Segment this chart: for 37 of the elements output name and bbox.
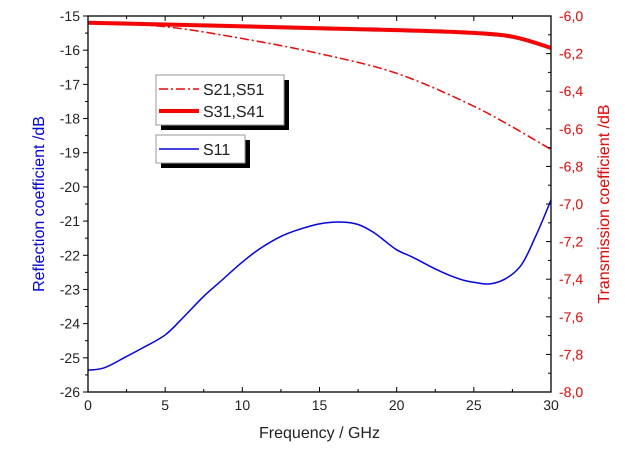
- y-tick-label: -19: [60, 144, 80, 161]
- y2-tick-label: -6,0: [559, 8, 584, 24]
- y-tick-label: -23: [60, 281, 80, 298]
- x-tick-label: 5: [161, 397, 170, 413]
- y-tick-label: -22: [60, 247, 80, 264]
- y2-axis-title: Transmission coefficient /dB: [596, 104, 613, 304]
- y2-tick-label: -7,2: [559, 234, 584, 250]
- y-tick-label: -24: [60, 316, 80, 332]
- y-tick-label: -18: [60, 110, 80, 127]
- y-axis-title: Reflection coefficient /dB: [31, 116, 48, 292]
- y2-tick-label: -7,4: [559, 271, 584, 288]
- y-tick-label: -17: [60, 76, 80, 92]
- y2-tick-label: -6,8: [559, 158, 584, 174]
- x-tick-label: 15: [312, 397, 328, 413]
- y2-tick-label: -6,2: [559, 46, 584, 62]
- y2-tick-label: -7,6: [559, 308, 584, 325]
- y-tick-label: -26: [60, 384, 80, 400]
- line-series: [87, 199, 552, 371]
- y-tick-label: -15: [60, 8, 80, 24]
- x-tick-label: 30: [543, 397, 559, 413]
- y-tick-label: -21: [60, 213, 80, 230]
- y2-tick-label: -7,8: [559, 346, 584, 362]
- x-axis-title: Frequency / GHz: [259, 425, 380, 442]
- y2-tick-label: -6,4: [559, 83, 584, 100]
- x-tick-label: 20: [388, 397, 405, 413]
- y2-tick-label: -7,0: [559, 196, 584, 212]
- x-tick-label: 0: [84, 397, 92, 413]
- y-tick-label: -16: [60, 42, 80, 58]
- y-tick-label: -20: [60, 178, 80, 195]
- legend-label: S11: [203, 142, 230, 159]
- legend-label: S21,S51: [203, 82, 264, 99]
- y2-tick-label: -6,6: [559, 120, 584, 137]
- y2-tick-label: -8,0: [559, 384, 584, 400]
- x-tick-label: 25: [466, 397, 482, 413]
- x-tick-label: 10: [234, 397, 250, 413]
- y-tick-label: -25: [60, 350, 80, 366]
- legend-label: S31,S41: [203, 104, 264, 121]
